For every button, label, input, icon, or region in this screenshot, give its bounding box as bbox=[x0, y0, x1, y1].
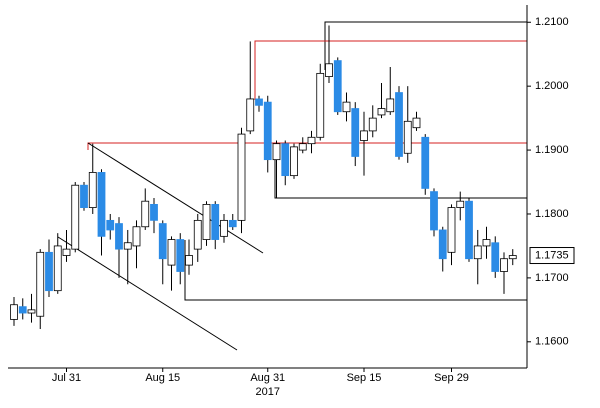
candle-body bbox=[246, 98, 255, 132]
candle-body bbox=[36, 251, 45, 317]
candle-body bbox=[27, 309, 36, 314]
x-tick-label: Jul 31 bbox=[52, 372, 81, 384]
candle-body bbox=[237, 133, 246, 221]
candle-body bbox=[106, 219, 115, 231]
candle-body bbox=[447, 207, 456, 253]
candle-body bbox=[403, 120, 412, 154]
candle-body bbox=[491, 242, 500, 272]
candle-body bbox=[316, 72, 325, 138]
candle-body bbox=[342, 101, 351, 113]
candle-body bbox=[272, 143, 281, 161]
y-tick-label: 1.1800 bbox=[535, 208, 569, 220]
candle-body bbox=[176, 239, 185, 272]
candle-body bbox=[430, 191, 438, 231]
candle-body bbox=[351, 108, 360, 157]
candle-body bbox=[167, 239, 176, 266]
candle-body bbox=[45, 251, 53, 292]
x-tick-label: Sep 15 bbox=[347, 372, 382, 384]
candle-body bbox=[377, 108, 386, 116]
candle-body bbox=[88, 172, 97, 208]
candle-body bbox=[421, 136, 430, 189]
candle-body bbox=[438, 229, 447, 260]
x-tick-label: Aug 31 bbox=[250, 372, 285, 384]
x-sublabel: 2017 bbox=[256, 386, 280, 398]
candle-body bbox=[185, 255, 193, 266]
candle-body bbox=[500, 258, 508, 272]
candle-body bbox=[508, 255, 517, 260]
candle-body bbox=[473, 245, 482, 260]
candle-body bbox=[211, 203, 220, 240]
annotation-lines bbox=[57, 21, 527, 351]
candle-body bbox=[290, 146, 298, 177]
x-tick-label: Sep 29 bbox=[434, 372, 469, 384]
last-price-box bbox=[529, 247, 575, 265]
candle-body bbox=[395, 92, 403, 157]
candle-body bbox=[115, 223, 123, 250]
candle-body bbox=[202, 203, 211, 240]
y-tick-label: 1.2100 bbox=[535, 16, 569, 28]
support-line bbox=[184, 240, 527, 301]
resistance-line bbox=[324, 21, 527, 70]
support-line bbox=[274, 150, 527, 199]
candle-body bbox=[158, 223, 167, 260]
candle-body bbox=[141, 200, 150, 228]
candle-body bbox=[465, 200, 473, 260]
resistance-line bbox=[254, 40, 527, 100]
candle-body bbox=[456, 200, 465, 208]
channel-line bbox=[87, 142, 264, 254]
candle-body bbox=[368, 117, 377, 132]
candle-body bbox=[62, 248, 71, 256]
candle-body bbox=[18, 306, 27, 314]
y-tick-label: 1.2000 bbox=[535, 80, 569, 92]
candle-body bbox=[298, 143, 307, 151]
candle-body bbox=[71, 184, 80, 250]
candle-body bbox=[412, 117, 421, 129]
candle-body bbox=[193, 219, 202, 250]
candle-body bbox=[132, 226, 141, 247]
resistance-line bbox=[87, 142, 527, 150]
candle-body bbox=[333, 60, 342, 113]
candle-body bbox=[307, 136, 316, 145]
channel-line bbox=[57, 236, 238, 351]
candle-body bbox=[220, 219, 228, 237]
candle-body bbox=[255, 98, 263, 106]
y-tick-label: 1.1700 bbox=[535, 272, 569, 284]
candle-body bbox=[97, 172, 106, 237]
candle-body bbox=[360, 130, 368, 141]
candle-body bbox=[123, 242, 132, 250]
candle-body bbox=[150, 203, 158, 221]
last-price-label: 1.1735 bbox=[535, 249, 569, 261]
candle-body bbox=[325, 63, 333, 77]
candle-body bbox=[263, 101, 272, 161]
y-tick-label: 1.1600 bbox=[535, 336, 569, 348]
x-tick-label: Aug 15 bbox=[145, 372, 180, 384]
candle-body bbox=[228, 219, 237, 228]
candle-body bbox=[386, 98, 395, 113]
candle-body bbox=[80, 184, 88, 208]
candle-body bbox=[281, 143, 290, 177]
y-tick-label: 1.1900 bbox=[535, 144, 569, 156]
candle-body bbox=[53, 245, 62, 292]
candle-body bbox=[10, 304, 18, 320]
candle-body bbox=[482, 239, 491, 247]
